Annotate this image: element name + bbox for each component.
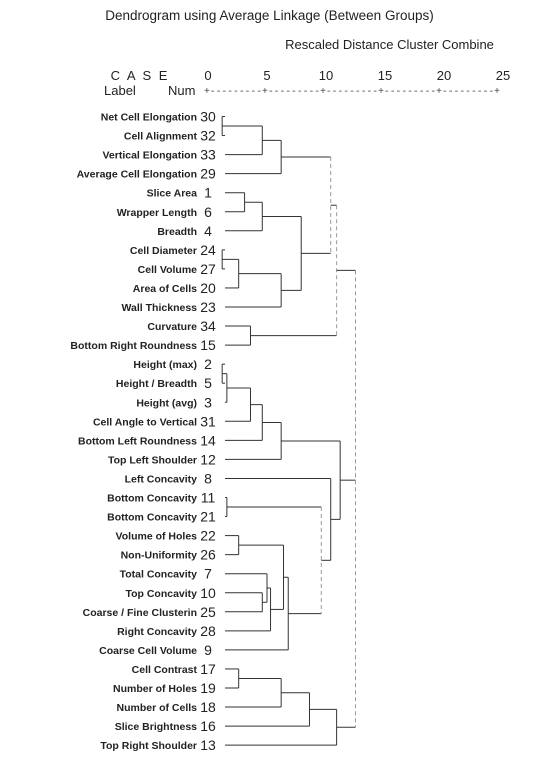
leaf-label: Height (max)	[133, 359, 197, 371]
leaf-label: Cell Diameter	[130, 245, 197, 257]
leaf-number: 13	[200, 737, 216, 753]
leaf-label: Left Concavity	[125, 473, 198, 485]
leaf-number: 12	[200, 451, 216, 467]
leaf-number: 20	[200, 280, 216, 296]
leaf-number: 18	[200, 699, 216, 715]
leaf-label: Coarse Cell Volume	[99, 645, 197, 657]
leaf-number: 19	[200, 680, 216, 696]
leaf-label: Cell Volume	[138, 264, 197, 276]
leaf-label: Top Right Shoulder	[100, 740, 197, 752]
chart-title: Dendrogram using Average Linkage (Betwee…	[105, 8, 434, 23]
leaf-number: 14	[200, 432, 216, 448]
leaf-number: 28	[200, 623, 216, 639]
leaf-label: Top Concavity	[125, 588, 197, 600]
leaf-label: Vertical Elongation	[102, 150, 197, 162]
axis-tick-label: 0	[204, 68, 211, 83]
leaf-number: 33	[200, 147, 216, 163]
num-header: Num	[168, 83, 195, 98]
leaf-number: 4	[204, 223, 212, 239]
leaf-label: Wrapper Length	[117, 207, 197, 219]
leaf-label: Area of Cells	[133, 283, 197, 295]
leaf-label: Net Cell Elongation	[101, 112, 197, 124]
leaf-number: 24	[200, 242, 216, 258]
leaf-number: 11	[201, 490, 216, 506]
leaf-label: Cell Angle to Vertical	[93, 416, 197, 428]
leaf-number: 3	[204, 394, 212, 410]
leaf-number: 31	[200, 413, 216, 429]
leaf-label: Top Left Shoulder	[108, 454, 197, 466]
chart-subtitle: Rescaled Distance Cluster Combine	[285, 37, 494, 52]
leaf-label: Slice Brightness	[115, 721, 197, 733]
leaf-label: Right Concavity	[117, 626, 197, 638]
leaf-number: 22	[200, 528, 216, 544]
case-header: C A S E	[111, 68, 170, 83]
leaf-number: 1	[204, 185, 212, 201]
leaf-label: Height / Breadth	[116, 378, 197, 390]
axis-tick-label: 15	[378, 68, 392, 83]
leaf-number: 10	[200, 585, 216, 601]
leaf-number: 23	[200, 299, 216, 315]
leaf-label: Total Concavity	[120, 569, 198, 581]
axis-tick-label: 20	[437, 68, 451, 83]
axis-tick-label: 5	[263, 68, 270, 83]
leaf-number: 29	[200, 166, 216, 182]
leaf-number: 30	[200, 109, 216, 125]
leaf-label: Bottom Concavity	[107, 512, 197, 524]
leaf-number: 7	[204, 566, 212, 582]
leaf-number: 34	[200, 318, 216, 334]
leaf-label: Volume of Holes	[116, 531, 198, 543]
leaf-number: 9	[204, 642, 212, 658]
leaf-number: 16	[200, 718, 216, 734]
axis-tick-label: 25	[496, 68, 510, 83]
leaf-number: 21	[200, 509, 216, 525]
leaf-label: Bottom Left Roundness	[78, 435, 197, 447]
leaf-number: 15	[200, 337, 216, 353]
leaf-number: 8	[204, 470, 212, 486]
leaf-label: Coarse / Fine Clusterin	[83, 607, 197, 619]
leaf-number: 26	[200, 547, 216, 563]
leaf-label: Average Cell Elongation	[77, 169, 197, 181]
leaf-label: Number of Cells	[116, 702, 197, 714]
leaf-label: Wall Thickness	[122, 302, 198, 314]
leaf-label: Number of Holes	[113, 683, 197, 695]
leaf-label: Cell Alignment	[124, 131, 198, 143]
leaf-number: 25	[200, 604, 216, 620]
leaf-label: Slice Area	[147, 188, 198, 200]
leaf-label: Bottom Concavity	[107, 493, 197, 505]
label-header: Label	[104, 83, 136, 98]
axis-tick-label: 10	[319, 68, 333, 83]
leaf-number: 17	[200, 661, 216, 677]
leaf-number: 6	[204, 204, 212, 220]
leaf-number: 2	[204, 356, 212, 372]
leaf-number: 5	[204, 375, 212, 391]
leaf-number: 27	[200, 261, 216, 277]
axis-rule: +---------+---------+---------+---------…	[204, 87, 500, 98]
leaf-label: Non-Uniformity	[121, 550, 198, 562]
leaf-label: Breadth	[157, 226, 197, 238]
leaf-label: Curvature	[147, 321, 197, 333]
leaf-label: Height (avg)	[136, 397, 197, 409]
leaf-number: 32	[200, 128, 216, 144]
leaf-label: Cell Contrast	[132, 664, 198, 676]
leaf-label: Bottom Right Roundness	[70, 340, 197, 352]
